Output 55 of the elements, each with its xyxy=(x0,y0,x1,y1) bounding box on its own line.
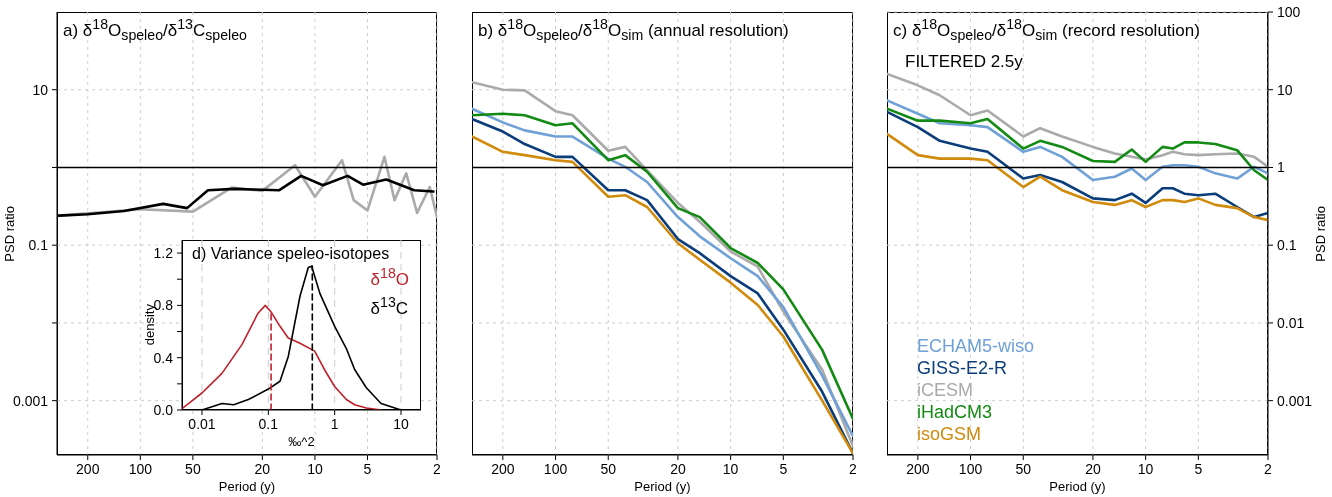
x-tick-label: 1 xyxy=(330,416,339,432)
x-tick-label: 50 xyxy=(185,461,201,477)
x-axis-title: Period (y) xyxy=(633,479,692,494)
x-axis-title: Period (y) xyxy=(1048,479,1107,494)
x-tick-label: 10 xyxy=(722,461,739,477)
x-tick-label: 100 xyxy=(128,461,153,477)
text: ECHAM5-wiso xyxy=(917,335,1035,357)
x-axis-title: Period (y) xyxy=(217,479,277,494)
y-tick-label: 0.0 xyxy=(153,402,174,418)
x-tick-label: 200 xyxy=(491,461,515,477)
x-tick-label: 10 xyxy=(393,416,410,432)
x-tick-label: 5 xyxy=(363,461,372,477)
text: isoGSM xyxy=(917,423,982,445)
annotation: FILTERED 2.5y xyxy=(905,52,1023,72)
y-tick-label: 10 xyxy=(1277,81,1293,98)
text: δ$^{13}$C xyxy=(370,292,409,320)
chart-title: c) δ$^{18}$O$_{speleo}$/δ$^{18}$O$_{sim}$ (record resolution) xyxy=(893,16,1200,44)
text: iCESM xyxy=(917,379,974,401)
x-tick-label: 5 xyxy=(779,461,788,477)
y-tick-label: 10 xyxy=(32,81,49,98)
x-axis-title: ‰^2 xyxy=(287,434,316,449)
x-tick-label: 2 xyxy=(849,461,858,477)
y-axis-title: PSD ratio xyxy=(2,205,17,262)
x-tick-label: 10 xyxy=(307,461,323,477)
chart-title: b) δ$^{18}$O$_{speleo}$/δ$^{18}$O$_{sim}$ (annual resolution) xyxy=(478,16,789,44)
y-tick-label: 1.2 xyxy=(153,245,174,262)
x-tick-label: 200 xyxy=(76,461,100,477)
x-tick-label: 20 xyxy=(670,461,686,477)
y-tick-label: 1 xyxy=(1277,159,1285,176)
x-tick-label: 10 xyxy=(1137,461,1154,477)
x-tick-label: 0.01 xyxy=(188,416,216,432)
y-tick-label: 0.01 xyxy=(1277,314,1305,331)
y-tick-label: 0.1 xyxy=(28,237,49,254)
x-tick-label: 50 xyxy=(600,461,617,477)
text: δ$^{18}$O xyxy=(370,264,409,291)
text: a) δ$^{18}$O$_{speleo}$/δ$^{13}$C$_{speleo}$ xyxy=(63,16,247,45)
y-tick-label: 100 xyxy=(1277,4,1301,20)
y-tick-label: 0.1 xyxy=(1277,237,1297,254)
x-tick-label: 200 xyxy=(906,461,930,477)
x-tick-label: 0.1 xyxy=(258,416,279,432)
chart-title: d) Variance speleo-isotopes xyxy=(192,244,390,264)
y-tick-label: 0.001 xyxy=(1277,392,1313,409)
y-tick-label: 0.4 xyxy=(153,349,174,366)
y-tick-label: 0.001 xyxy=(12,392,49,409)
x-tick-label: 100 xyxy=(958,461,983,477)
text: iHadCM3 xyxy=(917,401,994,423)
x-tick-label: 50 xyxy=(1015,461,1032,477)
x-tick-label: 100 xyxy=(543,461,568,477)
x-tick-label: 20 xyxy=(254,461,271,477)
text: GISS-E2-R xyxy=(917,357,1009,379)
x-tick-label: 20 xyxy=(1085,461,1101,477)
x-tick-label: 5 xyxy=(1194,461,1203,477)
x-tick-label: 2 xyxy=(1264,461,1273,477)
x-tick-label: 2 xyxy=(433,461,442,477)
y-axis-title: PSD ratio xyxy=(1313,205,1328,262)
